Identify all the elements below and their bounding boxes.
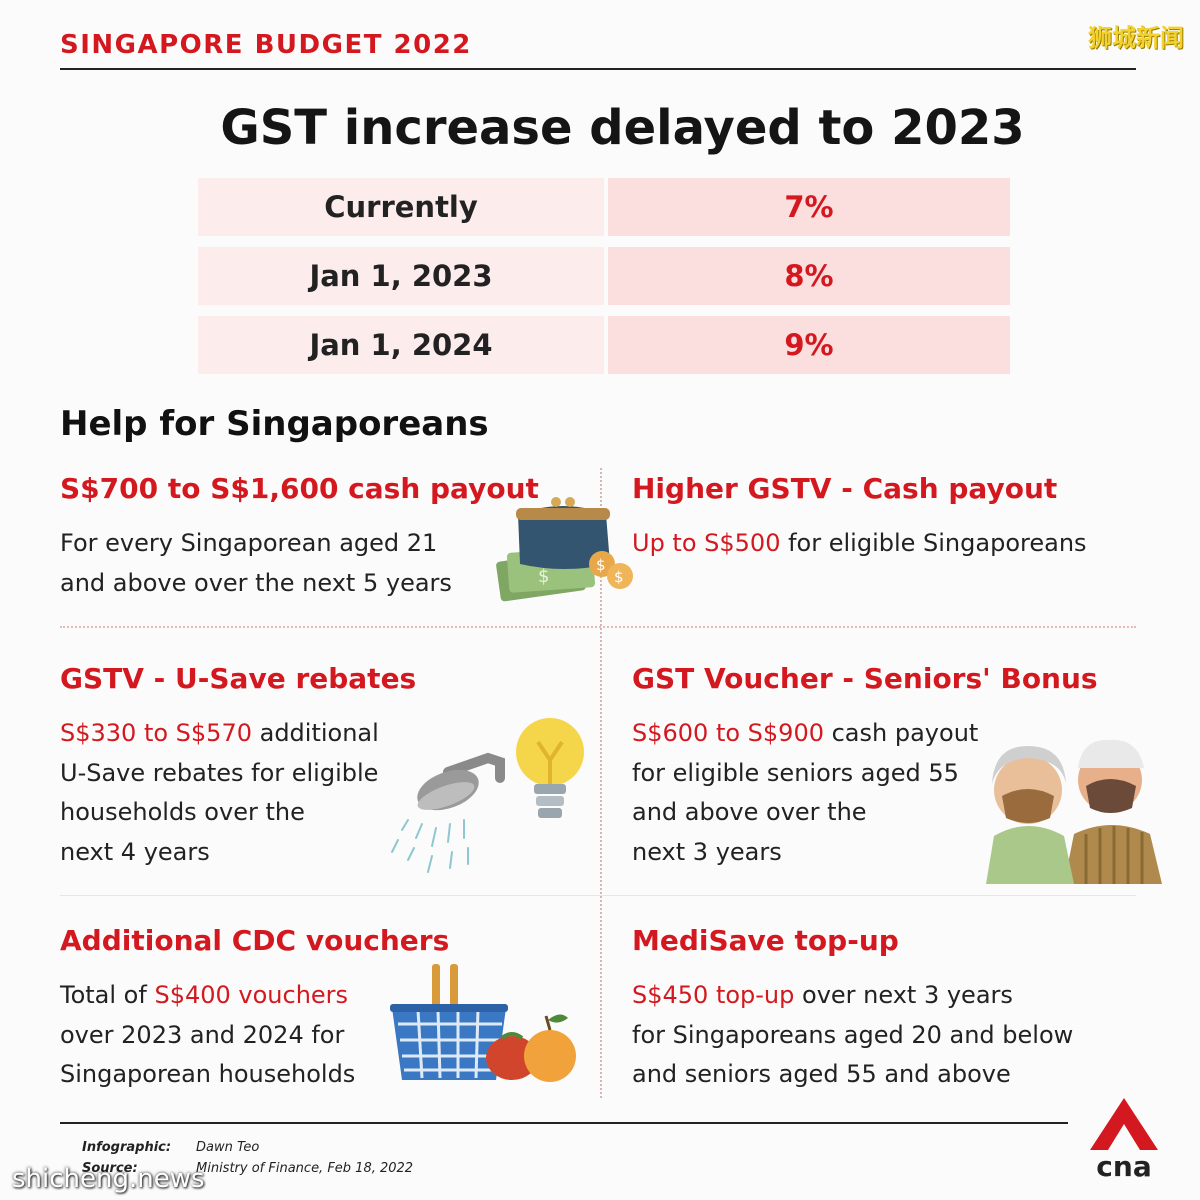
text-line: households over the xyxy=(60,798,305,826)
text-line: and above over the xyxy=(632,798,867,826)
horizontal-divider xyxy=(60,895,1136,896)
card-title-cdc: Additional CDC vouchers xyxy=(60,924,450,957)
bottom-divider xyxy=(60,1122,1068,1124)
logo-text: cna xyxy=(1096,1150,1151,1180)
rate-row: Jan 1, 2024 9% xyxy=(198,316,1010,374)
top-divider xyxy=(60,68,1136,70)
card-title-seniors: GST Voucher - Seniors' Bonus xyxy=(632,662,1098,695)
svg-text:$: $ xyxy=(538,566,549,587)
text-span: Total of xyxy=(60,981,155,1009)
text-line: next 3 years xyxy=(632,837,782,866)
text-span: additional xyxy=(251,719,379,747)
card-text-seniors: S$600 to S$900 cash payout for eligible … xyxy=(632,714,978,872)
section-kicker: SINGAPORE BUDGET 2022 xyxy=(60,30,472,60)
rate-label: Jan 1, 2023 xyxy=(198,247,604,305)
highlight-amount: Up to S$500 xyxy=(632,529,781,557)
text-line: over 2023 and 2024 for xyxy=(60,1020,345,1049)
text-line: and seniors aged 55 and above xyxy=(632,1060,1011,1088)
svg-text:$: $ xyxy=(614,568,624,586)
card-title-cash-payout: S$700 to S$1,600 cash payout xyxy=(60,472,539,505)
credit-value: Ministry of Finance, Feb 18, 2022 xyxy=(196,1161,414,1176)
card-text-cdc: Total of S$400 vouchers over 2023 and 20… xyxy=(60,976,355,1095)
card-text-gstv-cash: Up to S$500 for eligible Singaporeans xyxy=(632,524,1087,564)
text-line: S$600 to S$900 cash payout xyxy=(632,714,978,754)
text-line: Total of S$400 vouchers xyxy=(60,976,355,1016)
card-title-medisave: MediSave top-up xyxy=(632,924,899,957)
svg-text:$: $ xyxy=(596,556,606,574)
horizontal-divider xyxy=(60,626,1136,628)
text-line: next 4 years xyxy=(60,837,210,866)
grocery-basket-icon xyxy=(390,964,576,1082)
wallet-money-icon: $ $ $ xyxy=(496,497,633,602)
watermark-bottom: shicheng.news xyxy=(12,1164,205,1194)
rate-label: Jan 1, 2024 xyxy=(198,316,604,374)
text-line: for Singaporeans aged 20 and below xyxy=(632,1020,1074,1049)
card-title-usave: GSTV - U-Save rebates xyxy=(60,662,417,695)
help-heading: Help for Singaporeans xyxy=(60,404,489,444)
text-span: over next 3 years xyxy=(794,981,1013,1009)
text-line: Up to S$500 for eligible Singaporeans xyxy=(632,524,1087,564)
rate-value: 7% xyxy=(608,178,1010,236)
highlight-amount: S$330 to S$570 xyxy=(60,719,252,747)
headline: GST increase delayed to 2023 xyxy=(220,100,1025,156)
shower-bulb-icon xyxy=(391,718,584,873)
highlight-amount: S$400 vouchers xyxy=(154,981,349,1009)
text-line: S$330 to S$570 additional xyxy=(60,714,379,754)
rate-label: Currently xyxy=(198,178,604,236)
highlight-amount: S$600 to S$900 xyxy=(632,719,824,747)
text-line: and above over the next 5 years xyxy=(60,568,452,597)
credit-label: Source: xyxy=(82,1161,138,1176)
text-line: U-Save rebates for eligible xyxy=(60,758,379,787)
seniors-icon xyxy=(986,739,1162,884)
text-span: for eligible Singaporeans xyxy=(780,529,1087,557)
text-span: cash payout xyxy=(823,719,979,747)
text-line: For every Singaporean aged 21 xyxy=(60,529,438,557)
card-text-cash-payout: For every Singaporean aged 21 and above … xyxy=(60,524,452,603)
card-text-medisave: S$450 top-up over next 3 years for Singa… xyxy=(632,976,1073,1095)
credit-value: Dawn Teo xyxy=(196,1140,260,1155)
watermark-top: 狮城新闻 xyxy=(1088,24,1184,52)
cna-logo: cna xyxy=(1090,1098,1158,1180)
rate-value: 8% xyxy=(608,247,1010,305)
rate-row: Currently 7% xyxy=(198,178,1010,236)
rate-row: Jan 1, 2023 8% xyxy=(198,247,1010,305)
credit-label: Infographic: xyxy=(82,1140,172,1155)
highlight-amount: S$450 top-up xyxy=(632,981,795,1009)
text-line: S$450 top-up over next 3 years xyxy=(632,976,1073,1016)
rate-value: 9% xyxy=(608,316,1010,374)
card-title-gstv-cash: Higher GSTV - Cash payout xyxy=(632,472,1058,505)
text-line: Singaporean households xyxy=(60,1060,356,1088)
card-text-usave: S$330 to S$570 additional U-Save rebates… xyxy=(60,714,379,872)
vertical-divider xyxy=(600,468,602,1098)
text-line: for eligible seniors aged 55 xyxy=(632,758,959,787)
